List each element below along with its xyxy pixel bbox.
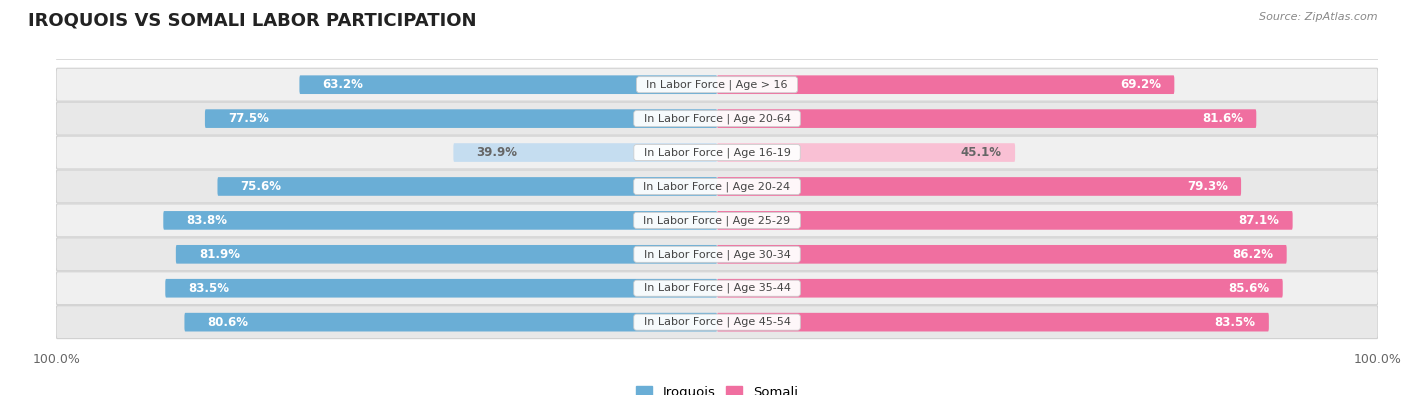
Text: 83.5%: 83.5% [188, 282, 229, 295]
FancyBboxPatch shape [56, 204, 1378, 237]
Text: 86.2%: 86.2% [1233, 248, 1274, 261]
Text: In Labor Force | Age 45-54: In Labor Force | Age 45-54 [637, 317, 797, 327]
Text: 45.1%: 45.1% [960, 146, 1002, 159]
FancyBboxPatch shape [717, 279, 1282, 297]
FancyBboxPatch shape [56, 306, 1378, 339]
Text: In Labor Force | Age > 16: In Labor Force | Age > 16 [640, 79, 794, 90]
Text: In Labor Force | Age 16-19: In Labor Force | Age 16-19 [637, 147, 797, 158]
FancyBboxPatch shape [205, 109, 717, 128]
Text: 75.6%: 75.6% [240, 180, 281, 193]
Text: 79.3%: 79.3% [1187, 180, 1227, 193]
FancyBboxPatch shape [717, 211, 1292, 230]
Text: In Labor Force | Age 35-44: In Labor Force | Age 35-44 [637, 283, 797, 293]
FancyBboxPatch shape [299, 75, 717, 94]
FancyBboxPatch shape [717, 313, 1268, 331]
FancyBboxPatch shape [163, 211, 717, 230]
Text: In Labor Force | Age 20-24: In Labor Force | Age 20-24 [637, 181, 797, 192]
FancyBboxPatch shape [717, 75, 1174, 94]
Text: 85.6%: 85.6% [1229, 282, 1270, 295]
FancyBboxPatch shape [184, 313, 717, 331]
Text: 81.9%: 81.9% [200, 248, 240, 261]
FancyBboxPatch shape [166, 279, 717, 297]
Text: In Labor Force | Age 25-29: In Labor Force | Age 25-29 [637, 215, 797, 226]
Legend: Iroquois, Somali: Iroquois, Somali [631, 381, 803, 395]
Text: 87.1%: 87.1% [1239, 214, 1279, 227]
FancyBboxPatch shape [218, 177, 717, 196]
FancyBboxPatch shape [56, 136, 1378, 169]
Text: 77.5%: 77.5% [228, 112, 269, 125]
FancyBboxPatch shape [453, 143, 717, 162]
FancyBboxPatch shape [717, 109, 1257, 128]
Text: 83.5%: 83.5% [1215, 316, 1256, 329]
Text: IROQUOIS VS SOMALI LABOR PARTICIPATION: IROQUOIS VS SOMALI LABOR PARTICIPATION [28, 12, 477, 30]
Text: 83.8%: 83.8% [187, 214, 228, 227]
Text: In Labor Force | Age 20-64: In Labor Force | Age 20-64 [637, 113, 797, 124]
Text: 69.2%: 69.2% [1121, 78, 1161, 91]
FancyBboxPatch shape [717, 177, 1241, 196]
FancyBboxPatch shape [717, 245, 1286, 263]
Text: 80.6%: 80.6% [208, 316, 249, 329]
FancyBboxPatch shape [56, 68, 1378, 101]
FancyBboxPatch shape [176, 245, 717, 263]
FancyBboxPatch shape [56, 170, 1378, 203]
Text: 63.2%: 63.2% [322, 78, 363, 91]
Text: 39.9%: 39.9% [477, 146, 517, 159]
FancyBboxPatch shape [717, 143, 1015, 162]
Text: In Labor Force | Age 30-34: In Labor Force | Age 30-34 [637, 249, 797, 260]
Text: 81.6%: 81.6% [1202, 112, 1243, 125]
FancyBboxPatch shape [56, 272, 1378, 305]
Text: Source: ZipAtlas.com: Source: ZipAtlas.com [1260, 12, 1378, 22]
FancyBboxPatch shape [56, 238, 1378, 271]
FancyBboxPatch shape [56, 102, 1378, 135]
